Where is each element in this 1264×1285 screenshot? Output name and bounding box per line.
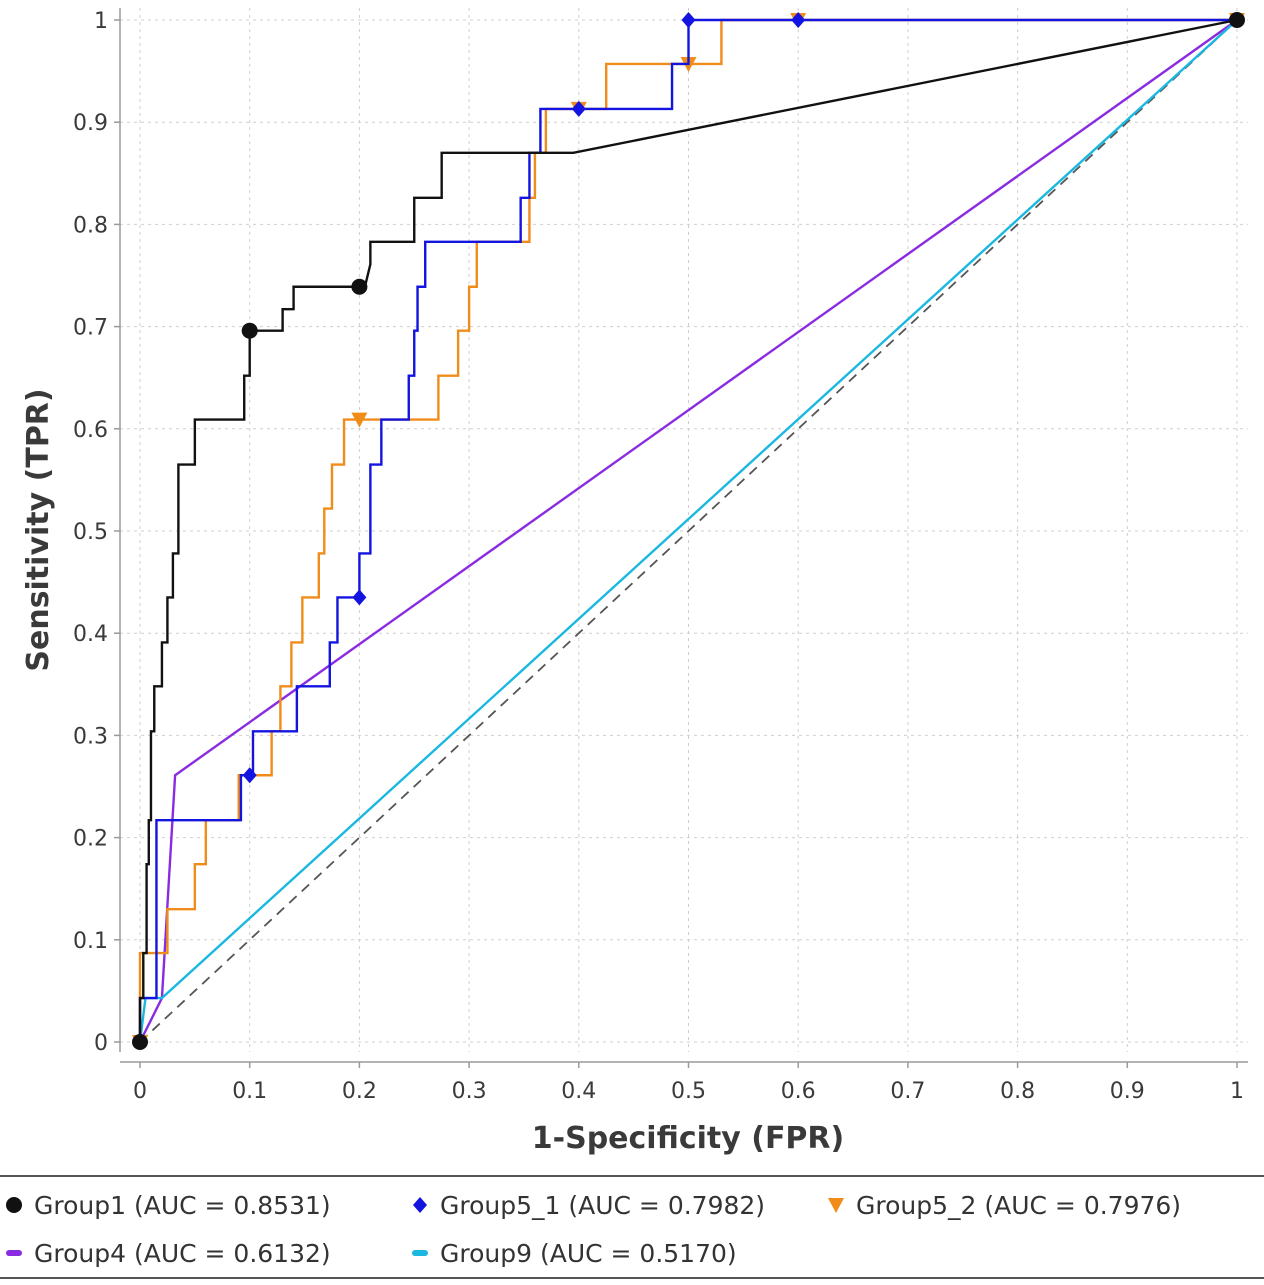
x-tick-label: 0.1	[232, 1079, 267, 1104]
series-3-marker	[351, 412, 368, 428]
x-axis-title: 1-Specificity (FPR)	[532, 1121, 844, 1156]
x-tick-label: 0.8	[1000, 1079, 1035, 1104]
legend-3-label: Group5_2 (AUC = 0.7976)	[856, 1191, 1181, 1220]
x-tick-label: 0	[133, 1079, 147, 1104]
legend-4-swatch	[6, 1250, 22, 1256]
y-tick-label: 0.2	[73, 827, 108, 852]
y-tick-label: 0.6	[73, 418, 108, 443]
series-2-marker	[242, 767, 257, 784]
legend-2-swatch	[413, 1197, 427, 1213]
series-1-marker	[132, 1034, 148, 1050]
y-tick-label: 0.4	[73, 622, 108, 647]
series-4-line	[138, 19, 1238, 1043]
legend: Group1 (AUC = 0.8531) Group5_1 (AUC = 0.7…	[0, 1175, 1264, 1279]
legend-2-label: Group5_1 (AUC = 0.7982)	[440, 1191, 765, 1220]
y-tick-label: 0.9	[73, 111, 108, 136]
y-tick-label: 0.5	[73, 520, 108, 545]
series-2-marker	[791, 12, 806, 28]
y-tick-label: 0	[94, 1031, 108, 1056]
series-2-marker	[681, 12, 696, 28]
legend-1-swatch	[6, 1197, 22, 1213]
series	[132, 12, 1245, 1050]
x-tick-label: 0.7	[890, 1079, 925, 1104]
y-tick-label: 0.8	[73, 213, 108, 238]
legend-5-label: Group9 (AUC = 0.5170)	[440, 1239, 737, 1268]
x-tick-label: 0.5	[671, 1079, 706, 1104]
y-axis-title: Sensitivity (TPR)	[21, 388, 56, 671]
x-tick-label: 1	[1230, 1079, 1244, 1104]
x-tick-label: 0.2	[342, 1079, 377, 1104]
series-1-marker	[1229, 12, 1245, 28]
x-tick-label: 0.4	[561, 1079, 596, 1104]
series-1-marker	[351, 278, 368, 295]
legend-4-label: Group4 (AUC = 0.6132)	[34, 1239, 331, 1268]
series-1-marker	[241, 322, 258, 339]
y-tick-label: 0.3	[73, 724, 108, 749]
y-tick-label: 0.1	[73, 929, 108, 954]
x-tick-label: 0.9	[1110, 1079, 1145, 1104]
reference-diagonal	[139, 19, 1238, 1043]
legend-3-swatch	[828, 1198, 844, 1213]
legend-1-label: Group1 (AUC = 0.8531)	[34, 1191, 331, 1220]
series-2-marker	[571, 100, 586, 117]
y-tick-label: 1	[94, 9, 108, 34]
grid	[120, 8, 1248, 1052]
x-tick-label: 0.3	[452, 1079, 487, 1104]
legend-5-swatch	[412, 1250, 428, 1256]
series-2-marker	[352, 589, 367, 606]
x-tick-label: 0.6	[781, 1079, 816, 1104]
y-tick-label: 0.7	[73, 316, 108, 341]
series-1-line	[138, 18, 1238, 1042]
